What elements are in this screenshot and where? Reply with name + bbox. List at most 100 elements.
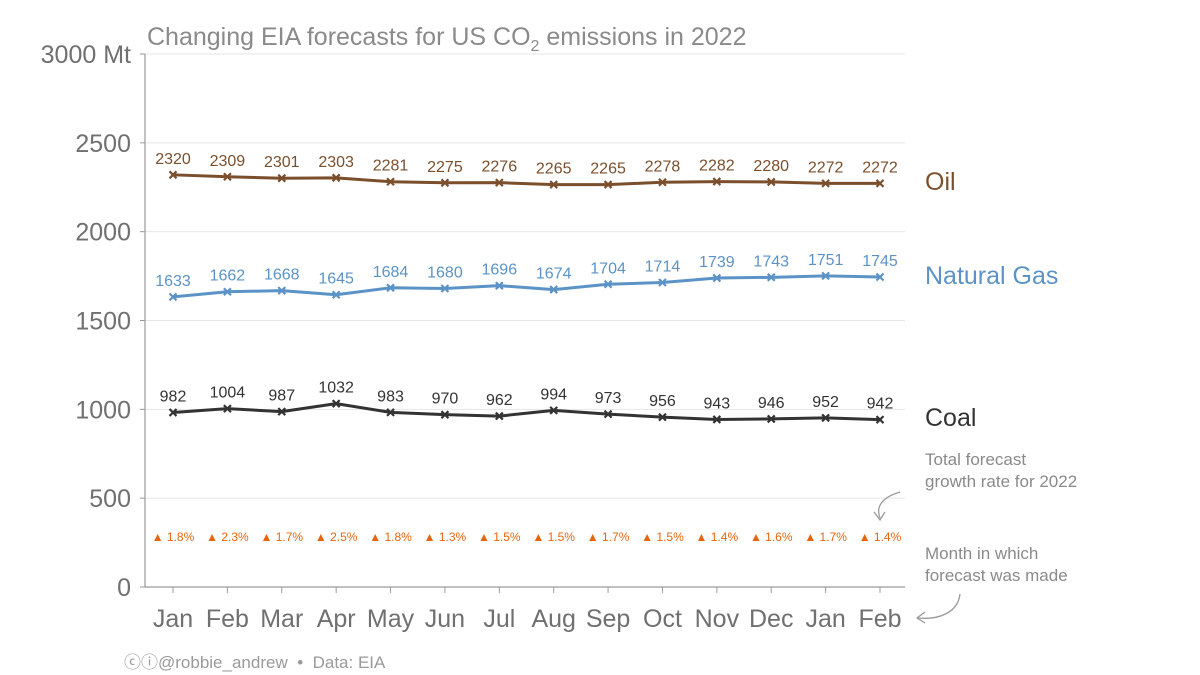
oil-point [168, 170, 178, 180]
oil-point [712, 177, 722, 186]
coal-value-label: 1032 [318, 380, 354, 397]
coal-point [277, 407, 287, 416]
growth-up-icon: ▲ [859, 530, 871, 544]
growth-rate-value: 2.5% [327, 530, 358, 544]
natural-gas-value-label: 1739 [699, 254, 735, 271]
coal-point [766, 414, 776, 424]
growth-up-icon: ▲ [641, 530, 653, 544]
x-tick-label: Jan [805, 605, 845, 633]
growth-rate-value: 1.4% [707, 530, 738, 544]
chart-title: Changing EIA forecasts for US CO2 emissi… [147, 23, 746, 55]
month-note-arrow [917, 593, 961, 619]
growth-up-icon: ▲ [532, 530, 544, 544]
y-tick-label: 500 [89, 485, 131, 513]
oil-value-label: 2275 [427, 159, 463, 176]
coal-point [223, 404, 232, 413]
oil-value-label: 2282 [699, 158, 735, 175]
coal-value-label: 983 [377, 388, 404, 405]
y-tick-label: 0 [117, 574, 131, 602]
growth-rate-label: ▲ 1.8% [369, 530, 412, 544]
growth-rate-value: 2.3% [218, 530, 249, 544]
oil-value-label: 2265 [536, 161, 572, 178]
oil-value-label: 2309 [210, 153, 246, 170]
natural-gas-value-label: 1743 [753, 253, 789, 270]
x-tick-label: Dec [749, 605, 793, 633]
y-tick-label: 3000 Mt [41, 41, 131, 69]
oil-series-name: Oil [925, 168, 956, 196]
x-tick-label: Apr [317, 605, 356, 633]
growth-rate-label: ▲ 1.4% [859, 530, 902, 544]
annotation-layer: Total forecast growth rate for 2022 Mont… [873, 450, 1077, 624]
month-note-line1: Month in which [925, 544, 1038, 563]
x-tick-label: Sep [586, 605, 630, 633]
chart-title-subscript: 2 [531, 38, 540, 55]
oil-value-label: 2281 [373, 158, 409, 175]
growth-layer: ▲ 1.8% ▲ 2.3% ▲ 1.7% ▲ 2.5% ▲ 1.8% ▲ 1.3% ▲ 1.… [152, 530, 902, 544]
license-icons: ⓒⓘ [124, 653, 158, 672]
coal-point [440, 410, 450, 419]
growth-up-icon: ▲ [369, 530, 381, 544]
oil-point [386, 177, 395, 187]
growth-rate-value: 1.3% [436, 530, 467, 544]
natural-gas-point [603, 279, 613, 289]
coal-value-label: 952 [812, 394, 839, 411]
natural-gas-value-label: 1633 [155, 273, 191, 290]
x-tick-label: Aug [531, 605, 575, 633]
natural-gas-point [440, 284, 450, 293]
oil-value-label: 2265 [590, 161, 626, 178]
growth-rate-value: 1.6% [762, 530, 793, 544]
natural-gas-value-label: 1674 [536, 266, 572, 283]
series-layer: 2320 2309 2301 2303 2281 2275 2276 2265 2265 2278… [155, 151, 1058, 432]
natural-gas-point [712, 273, 722, 283]
oil-point [821, 179, 830, 188]
growth-rate-label: ▲ 1.7% [587, 530, 630, 544]
oil-value-label: 2303 [318, 154, 354, 171]
coal-value-label: 973 [595, 390, 622, 407]
x-tick-label: Feb [206, 605, 249, 633]
coal-value-label: 943 [703, 395, 730, 412]
growth-up-icon: ▲ [424, 530, 436, 544]
natural-gas-point [875, 272, 885, 282]
coal-value-label: 987 [268, 388, 295, 405]
growth-rate-value: 1.8% [164, 530, 195, 544]
oil-point [549, 180, 558, 189]
growth-up-icon: ▲ [696, 530, 708, 544]
growth-rate-value: 1.7% [599, 530, 630, 544]
natural-gas-point [223, 287, 232, 296]
x-tick-label: Nov [695, 605, 740, 633]
growth-note-arrowhead [873, 511, 886, 522]
growth-rate-value: 1.7% [816, 530, 847, 544]
growth-rate-value: 1.7% [272, 530, 303, 544]
growth-rate-label: ▲ 1.3% [424, 530, 467, 544]
natural-gas-value-label: 1745 [862, 253, 898, 270]
oil-value-label: 2272 [862, 159, 898, 176]
natural-gas-line [172, 274, 881, 299]
growth-note-arrow [877, 491, 901, 519]
coal-point [331, 399, 341, 408]
growth-up-icon: ▲ [206, 530, 218, 544]
natural-gas-value-label: 1751 [808, 252, 844, 269]
oil-point [331, 173, 341, 183]
natural-gas-point [549, 285, 558, 294]
natural-gas-point [766, 273, 776, 282]
growth-rate-label: ▲ 1.7% [804, 530, 847, 544]
coal-series-name: Coal [925, 404, 976, 432]
natural-gas-value-label: 1680 [427, 265, 463, 282]
coal-point [495, 411, 504, 421]
growth-rate-value: 1.8% [381, 530, 412, 544]
natural-gas-value-label: 1714 [645, 258, 681, 275]
chart-title-before: Changing EIA forecasts for US CO [147, 23, 531, 51]
growth-rate-value: 1.5% [653, 530, 684, 544]
growth-up-icon: ▲ [804, 530, 816, 544]
growth-rate-label: ▲ 2.5% [315, 530, 358, 544]
growth-note-line1: Total forecast [925, 450, 1026, 469]
data-source: Data: EIA [312, 653, 386, 672]
natural-gas-point [277, 286, 287, 295]
y-tick-label: 2500 [75, 130, 131, 158]
axis-layer: 0 500 1000 1500 2000 2500 3000 Mt Jan Feb Mar Apr M… [41, 41, 905, 633]
coal-value-label: 962 [486, 392, 513, 409]
natural-gas-value-label: 1684 [373, 264, 409, 281]
coal-value-label: 994 [540, 386, 567, 403]
growth-rate-label: ▲ 2.3% [206, 530, 249, 544]
